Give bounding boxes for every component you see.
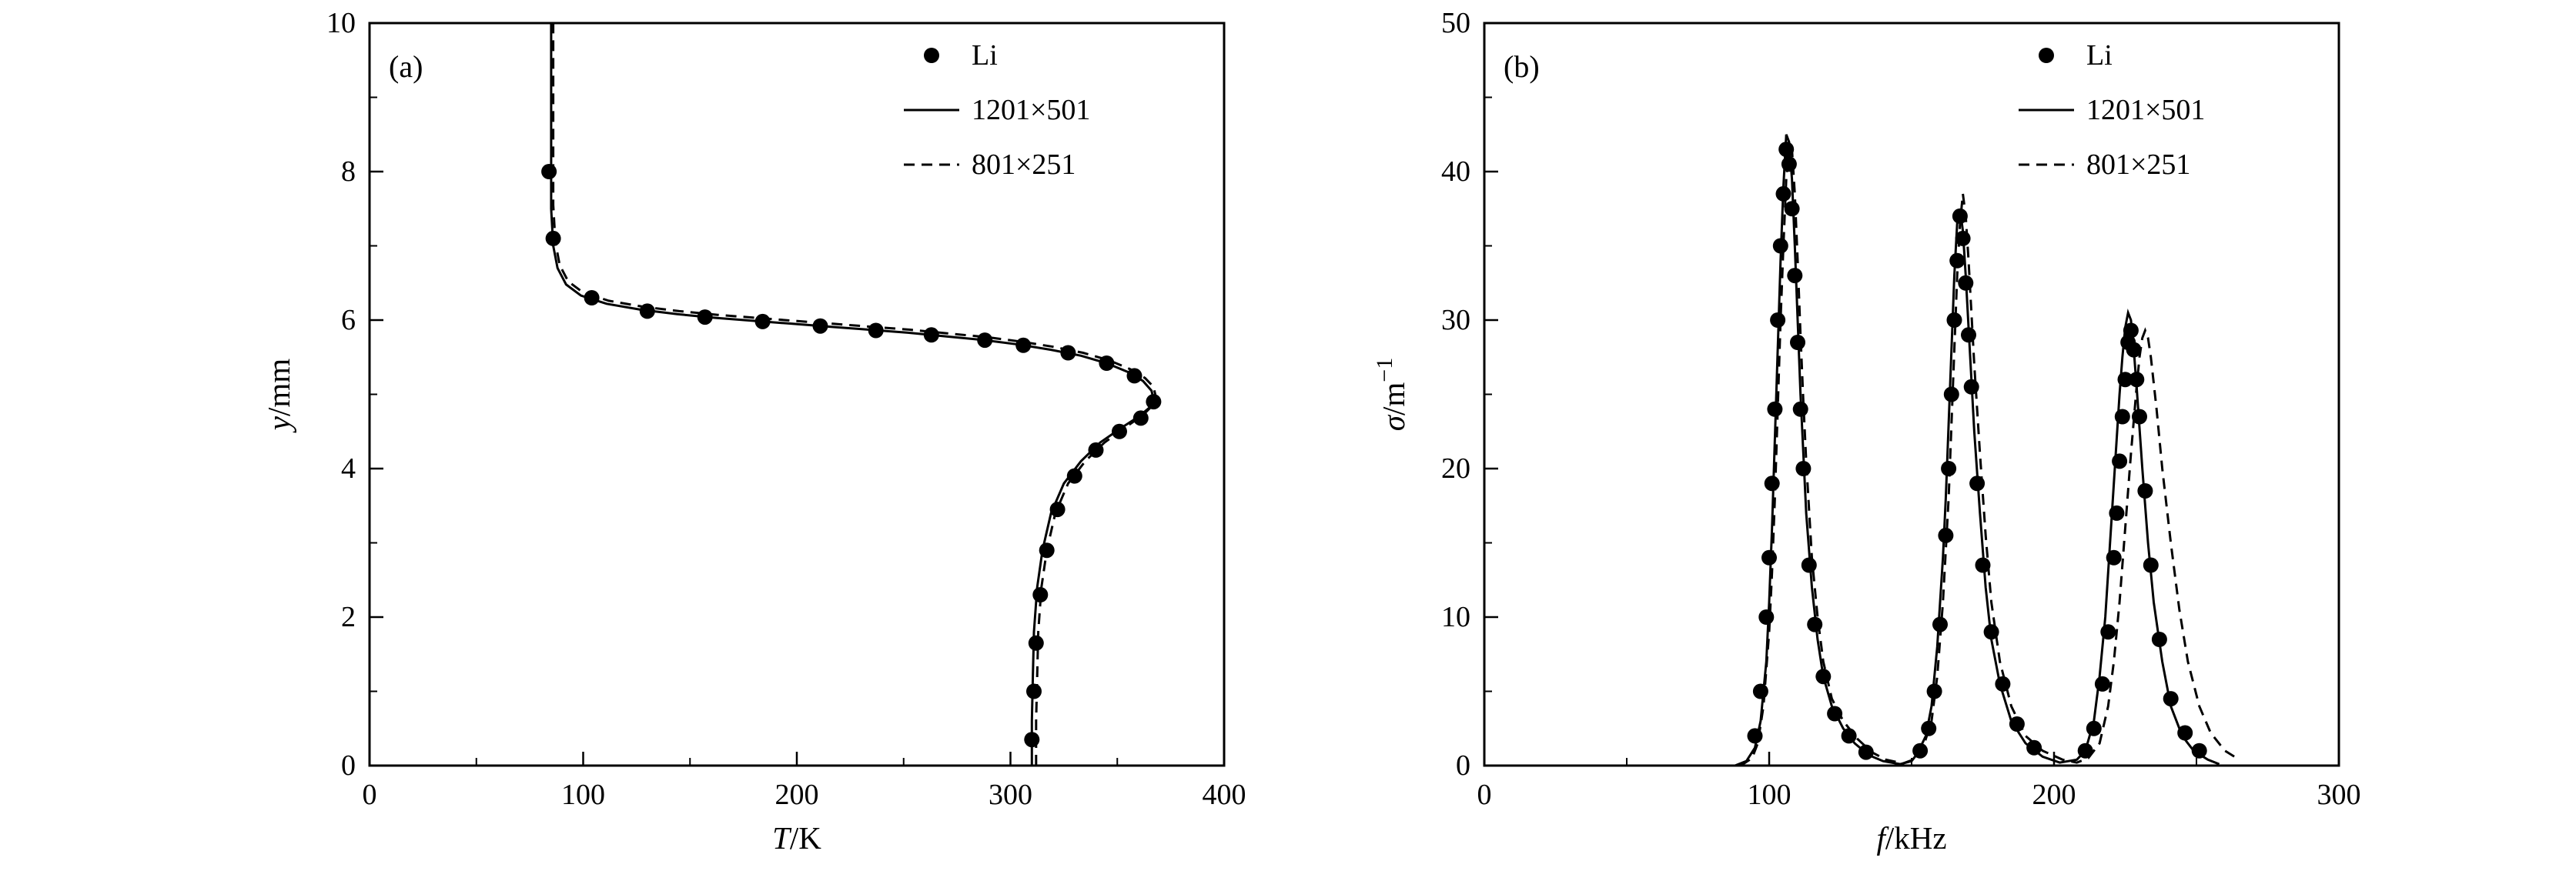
x-axis-label: f/kHz — [1876, 820, 1946, 856]
legend-item-801-251: 801×251 — [2019, 149, 2190, 181]
y-tick-label: 20 — [1441, 452, 1470, 485]
y-tick-label: 6 — [341, 304, 356, 336]
legend-item-1201-501: 1201×501 — [904, 94, 1090, 126]
y-tick-label: 2 — [341, 601, 356, 633]
legend-label: 801×251 — [2086, 149, 2190, 181]
x-tick-label: 0 — [1477, 779, 1492, 811]
series-line-1201-501 — [550, 23, 1155, 766]
x-tick-label: 200 — [2032, 779, 2076, 811]
x-tick-labels: 0 100 200 300 400 — [363, 779, 1246, 811]
legend: Li 1201×501 801×251 — [904, 39, 1090, 181]
legend-marker-dot-icon — [924, 48, 939, 63]
y-tick-label: 0 — [341, 749, 356, 782]
x-tick-labels: 0 100 200 300 — [1477, 779, 2361, 811]
x-tick-label: 100 — [561, 779, 605, 811]
x-axis-label: T/K — [772, 820, 821, 856]
y-tick-label: 10 — [1441, 601, 1470, 633]
y-tick-label: 50 — [1441, 7, 1470, 39]
y-tick-labels: 0 2 4 6 8 10 — [326, 7, 356, 782]
legend-label: 1201×501 — [972, 94, 1090, 126]
legend-label: 1201×501 — [2086, 94, 2205, 126]
legend-item-li: Li — [924, 39, 998, 72]
legend-label: Li — [2086, 39, 2113, 72]
y-axis-label: σ/m−1 — [1372, 358, 1411, 431]
series-points-li — [541, 164, 1162, 748]
axis-major-ticks — [368, 22, 1226, 767]
panel-tag: (a) — [389, 49, 423, 84]
x-tick-label: 300 — [2317, 779, 2361, 811]
x-tick-label: 300 — [989, 779, 1032, 811]
x-tick-label: 200 — [775, 779, 819, 811]
y-tick-label: 10 — [326, 7, 356, 39]
legend-item-li: Li — [2039, 39, 2113, 72]
x-tick-label: 100 — [1748, 779, 1791, 811]
legend-item-1201-501: 1201×501 — [2019, 94, 2205, 126]
panel-tag: (b) — [1504, 49, 1540, 84]
legend-marker-dot-icon — [2039, 48, 2054, 63]
y-tick-label: 0 — [1456, 749, 1470, 782]
series-line-1201-501 — [1735, 134, 2220, 766]
legend-label: Li — [972, 39, 998, 72]
y-tick-labels: 0 10 20 30 40 50 — [1441, 7, 1470, 782]
legend: Li 1201×501 801×251 — [2019, 39, 2205, 181]
plot-frame — [1483, 22, 2340, 767]
y-tick-label: 40 — [1441, 155, 1470, 188]
panel-b: 0 100 200 300 0 10 20 30 40 50 f/kHz σ/m−1 Li 1201×50… — [1372, 7, 2361, 856]
series-line-801-251 — [552, 23, 1157, 766]
y-axis-label: y/mm — [261, 359, 296, 433]
y-tick-label: 30 — [1441, 304, 1470, 336]
y-tick-label: 8 — [341, 155, 356, 188]
x-tick-label: 400 — [1203, 779, 1246, 811]
legend-item-801-251: 801×251 — [904, 149, 1076, 181]
axis-minor-ticks — [1484, 96, 2197, 766]
panel-a: 0 100 200 300 400 0 2 4 6 8 10 T/K y/mm Li 1201×501 801… — [261, 7, 1246, 856]
axis-minor-ticks — [370, 96, 1119, 766]
x-tick-label: 0 — [363, 779, 377, 811]
series-points-li — [1747, 142, 2207, 760]
legend-label: 801×251 — [972, 149, 1076, 181]
plot-frame — [368, 22, 1226, 767]
y-tick-label: 4 — [341, 452, 356, 485]
axis-major-ticks — [1483, 22, 2340, 767]
